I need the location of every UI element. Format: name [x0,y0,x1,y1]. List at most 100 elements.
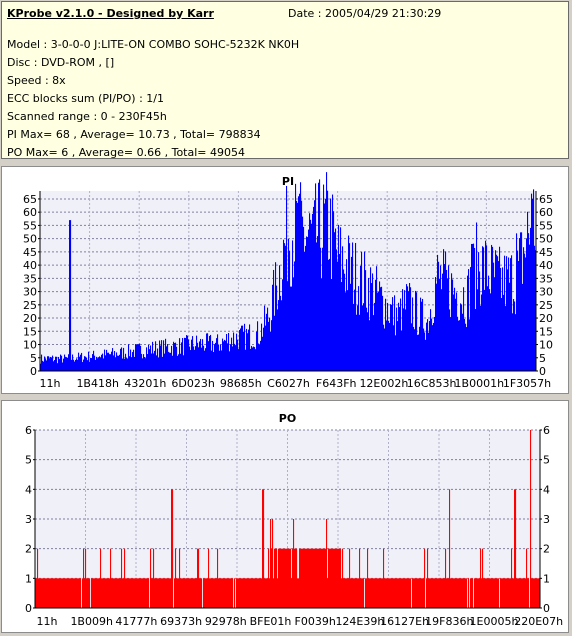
data-bar [484,578,486,608]
data-bar [500,268,502,371]
data-bar [149,349,151,371]
data-bar [380,287,382,371]
data-bar [105,578,107,608]
data-bar [215,342,217,371]
data-bar [293,519,295,608]
data-bar [427,548,429,608]
data-bar [504,578,506,608]
data-bar [129,356,131,371]
data-bar [301,548,303,608]
data-bar [126,578,128,608]
data-bar [287,548,289,608]
data-bar [47,356,49,371]
data-bar [58,356,60,371]
data-bar [422,578,424,608]
data-bar [424,548,426,608]
data-bar [232,346,234,371]
data-bar [85,548,87,608]
data-bar [516,233,518,371]
data-bar [511,255,513,371]
data-bar [203,578,205,608]
data-bar [337,548,339,608]
y-tick-label-left: 0 [30,365,37,378]
data-bar [53,361,55,371]
data-bar [334,232,336,371]
data-bar [534,578,536,608]
data-bar [315,183,317,371]
y-tick-label-right: 2 [543,543,550,556]
data-bar [278,300,280,371]
data-bar [206,578,208,608]
data-bar [70,220,72,371]
data-bar [493,578,495,608]
data-bar [510,258,512,371]
data-bar [415,290,417,371]
data-bar [245,578,247,608]
data-bar [190,350,192,371]
data-bar [223,341,225,371]
data-bar [161,340,163,371]
po-chart: PO 0 0 1 1 2 2 3 3 4 4 5 5 6 6 11h 1B009h 41777h 69373h 929… [25,412,563,628]
data-bar [92,354,94,371]
data-bar [360,578,362,608]
data-bar [140,578,142,608]
data-bar [209,578,211,608]
data-bar [387,302,389,371]
data-bar [251,578,253,608]
data-bar [156,355,158,371]
x-tick-label: 1E0005h [470,615,519,628]
data-bar [122,578,124,608]
data-bar [166,346,168,371]
data-bar [308,548,310,608]
data-bar [118,355,120,371]
data-bar [266,578,268,608]
data-bar [407,286,409,371]
data-bar [159,578,161,608]
data-bar [307,237,309,371]
y-tick-label-left: 1 [25,572,32,585]
y-tick-label-right: 65 [539,193,553,206]
data-bar [478,578,480,608]
data-bar [144,578,146,608]
data-bar [139,343,141,371]
data-bar [379,281,381,371]
data-bar [347,290,349,371]
data-bar [228,578,230,608]
data-bar [220,344,222,371]
data-bar [234,578,236,608]
x-tick-label: C6027h [267,377,310,390]
data-bar [270,519,272,608]
data-bar [358,286,360,371]
data-bar [495,250,497,371]
data-bar [420,578,422,608]
data-bar [60,354,62,371]
data-bar [100,357,102,371]
data-bar [185,578,187,608]
data-bar [397,578,399,608]
data-bar [382,578,384,608]
data-bar [416,578,418,608]
y-tick-label-right: 50 [539,233,553,246]
data-bar [176,346,178,371]
data-bar [116,352,118,371]
data-bar [455,578,457,608]
data-bar [328,259,330,371]
data-bar [389,323,391,371]
info-scanned-range: Scanned range : 0 - 230F45h [7,110,167,123]
data-bar [452,578,454,608]
data-bar [56,356,58,371]
data-bar [92,578,94,608]
data-bar [413,578,415,608]
data-bar [463,287,465,371]
data-bar [327,190,329,371]
data-bar [370,578,372,608]
data-bar [238,349,240,371]
data-bar [161,578,163,608]
data-bar [404,578,406,608]
data-bar [49,578,51,608]
data-bar [123,578,125,608]
data-bar [371,283,373,371]
data-bar [296,200,298,371]
data-bar [247,333,249,371]
data-bar [217,334,219,371]
